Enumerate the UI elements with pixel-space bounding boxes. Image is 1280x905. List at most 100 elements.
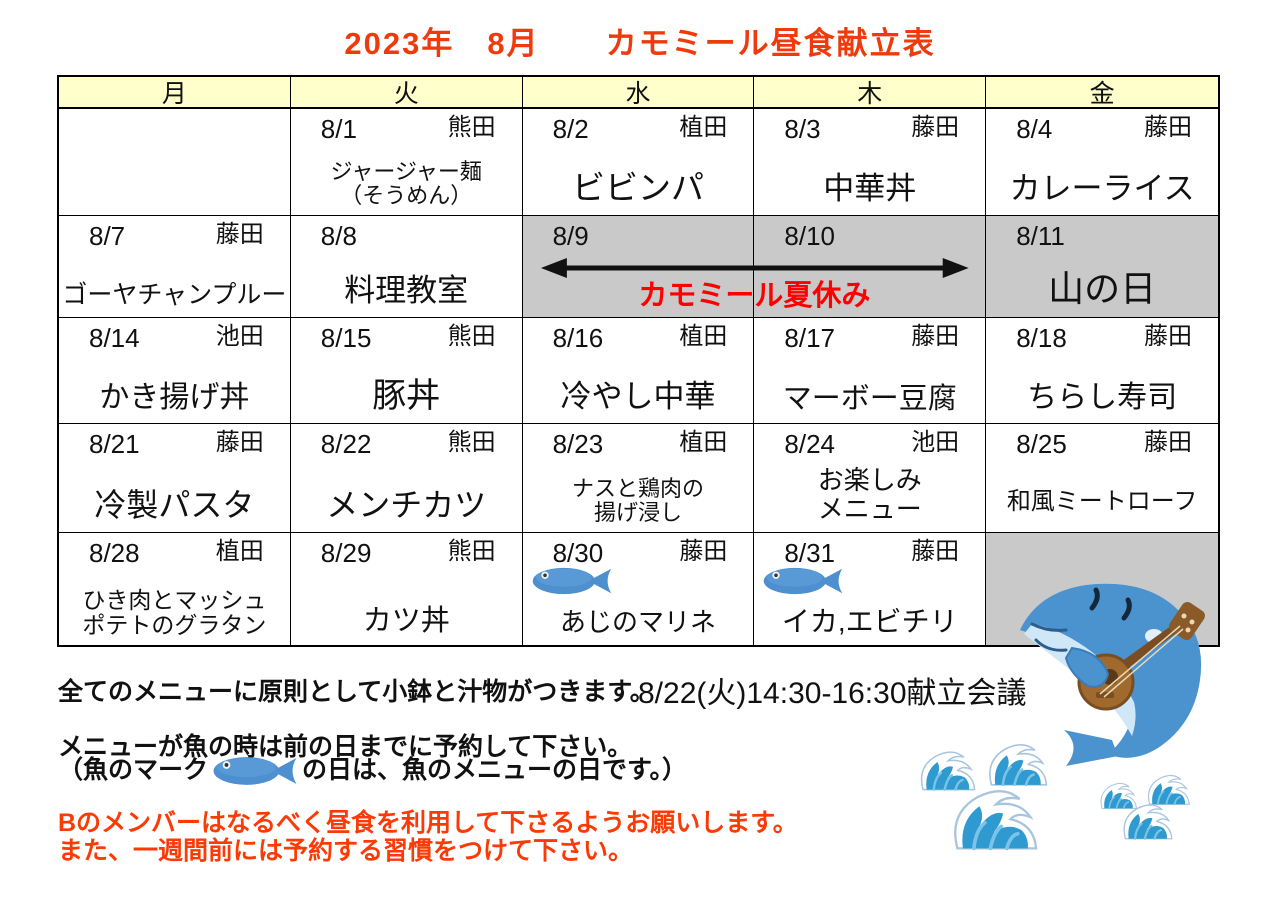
menu-item: イカ,エビチリ bbox=[781, 605, 958, 637]
menu-item: カレーライス bbox=[1009, 171, 1195, 207]
cell-8-11-holiday: 8/11 山の日 bbox=[986, 216, 1218, 318]
menu-item: メンチカツ bbox=[326, 487, 487, 524]
menu-item: ゴーヤチャンプルー bbox=[62, 281, 287, 309]
cell-date: 8/7 bbox=[89, 221, 126, 251]
weekday-header-tue: 火 bbox=[290, 77, 523, 109]
cell-date: 8/15 bbox=[320, 323, 372, 353]
cell-cook: 藤田 bbox=[1144, 429, 1192, 456]
cell-8-4: 8/4 藤田 カレーライス bbox=[986, 109, 1218, 216]
cell-cook: 熊田 bbox=[447, 323, 496, 350]
menu-item: 冷やし中華 bbox=[560, 379, 716, 415]
note-fish-rule-line2: （魚のマーク の日は、魚のメニューの日です。） bbox=[58, 750, 687, 790]
cell-cook: 藤田 bbox=[1144, 323, 1192, 350]
cell-date: 8/16 bbox=[552, 323, 604, 353]
cell-cook: 熊田 bbox=[447, 114, 496, 141]
weekday-header-wed: 水 bbox=[522, 77, 755, 109]
menu-item: 和風ミートローフ bbox=[1006, 488, 1198, 516]
note-fish-rule-line1: メニューが魚の時は前の日までに予約して下さい。 bbox=[58, 733, 633, 761]
weekday-header-mon: 月 bbox=[59, 77, 291, 109]
cell-date: 8/9 bbox=[552, 221, 589, 251]
cell-date: 8/30 bbox=[552, 538, 604, 568]
note-side-dish: 全てのメニューに原則として小鉢と汁物がつきます。 bbox=[58, 678, 655, 706]
cell-date: 8/28 bbox=[89, 538, 140, 568]
menu-item: お楽しみ bbox=[817, 464, 922, 495]
menu-meeting-note: 8/22(火)14:30-16:30献立会議 bbox=[638, 677, 1027, 710]
cell-8-15: 8/15 熊田 豚丼 bbox=[290, 318, 523, 424]
cell-cook: 池田 bbox=[911, 429, 960, 456]
wave-icon bbox=[912, 750, 982, 792]
menu-item: ジャージャー麺 bbox=[330, 158, 482, 184]
cell-cook: 藤田 bbox=[679, 538, 728, 565]
wave-icon bbox=[985, 740, 1049, 790]
weekday-header-thu: 木 bbox=[754, 77, 987, 109]
menu-item: あじのマリネ bbox=[559, 606, 716, 637]
cell-cook: 藤田 bbox=[911, 114, 960, 141]
cell-cook: 藤田 bbox=[911, 323, 960, 350]
menu-item: ひき肉とマッシュ bbox=[82, 586, 267, 613]
cell-date: 8/22 bbox=[320, 429, 372, 459]
menu-item: ちらし寿司 bbox=[1027, 381, 1178, 415]
cell-8-17: 8/17 藤田 マーボー豆腐 bbox=[754, 318, 987, 424]
cell-cook: 藤田 bbox=[215, 221, 264, 248]
cell-empty-mon-w1 bbox=[59, 109, 291, 216]
cell-date: 8/11 bbox=[1016, 221, 1065, 251]
cell-8-24: 8/24 池田 お楽しみ メニュー bbox=[754, 424, 987, 533]
menu-item: 冷製パスタ bbox=[94, 487, 255, 524]
note-fish-rule-pre: （魚のマーク bbox=[58, 756, 209, 784]
cell-8-28: 8/28 植田 ひき肉とマッシュ ポテトのグラタン bbox=[59, 533, 291, 645]
cell-date: 8/31 bbox=[784, 538, 835, 568]
menu-item: （そうめん） bbox=[340, 183, 473, 209]
menu-item: 中華丼 bbox=[823, 171, 917, 207]
dolphin-playing-ukulele-illustration bbox=[1020, 583, 1205, 766]
wave-icon bbox=[1120, 800, 1174, 844]
cell-date: 8/18 bbox=[1016, 323, 1067, 353]
cell-8-1: 8/1 熊田 ジャージャー麺 （そうめん） bbox=[290, 109, 523, 216]
cell-8-23: 8/23 植田 ナスと鶏肉の 揚げ浸し bbox=[522, 424, 755, 533]
cell-date: 8/23 bbox=[552, 429, 604, 459]
menu-item: メニュー bbox=[817, 493, 922, 524]
menu-item: かき揚げ丼 bbox=[99, 381, 250, 415]
cell-date: 8/4 bbox=[1016, 114, 1053, 144]
menu-item: 豚丼 bbox=[372, 376, 441, 415]
cell-8-29: 8/29 熊田 カツ丼 bbox=[290, 533, 523, 645]
wave-icon bbox=[946, 788, 1042, 852]
cell-date: 8/24 bbox=[784, 429, 835, 459]
note-fish-rule-post: の日は、魚のメニューの日です。） bbox=[302, 756, 688, 784]
menu-item: ナスと鶏肉の bbox=[571, 475, 704, 501]
cell-cook: 熊田 bbox=[447, 538, 496, 565]
holiday-label: 山の日 bbox=[1048, 267, 1157, 309]
cell-date: 8/25 bbox=[1016, 429, 1067, 459]
cell-8-16: 8/16 植田 冷やし中華 bbox=[522, 318, 755, 424]
cell-cook: 池田 bbox=[215, 323, 264, 350]
weekday-header-fri: 金 bbox=[986, 77, 1218, 109]
cell-cook: 植田 bbox=[215, 538, 264, 565]
cell-cook: 植田 bbox=[679, 429, 728, 456]
cell-8-14: 8/14 池田 かき揚げ丼 bbox=[59, 318, 291, 424]
note-orange-line2: また、一週間前には予約する習慣をつけて下さい。 bbox=[58, 837, 634, 865]
cell-8-3: 8/3 藤田 中華丼 bbox=[754, 109, 987, 216]
cell-8-8: 8/8 料理教室 bbox=[290, 216, 523, 318]
cell-8-25: 8/25 藤田 和風ミートローフ bbox=[986, 424, 1218, 533]
cell-cook: 植田 bbox=[679, 114, 728, 141]
cell-8-22: 8/22 熊田 メンチカツ bbox=[290, 424, 523, 533]
cell-cook: 藤田 bbox=[1144, 114, 1192, 141]
cell-date: 8/17 bbox=[784, 323, 835, 353]
fish-icon bbox=[210, 752, 300, 790]
menu-item: カツ丼 bbox=[362, 604, 450, 637]
cell-date: 8/8 bbox=[320, 221, 357, 251]
cell-date: 8/29 bbox=[320, 538, 372, 568]
cell-date: 8/1 bbox=[320, 114, 357, 144]
page-title: 2023年 8月 カモミール昼食献立表 bbox=[344, 26, 936, 61]
cell-8-21: 8/21 藤田 冷製パスタ bbox=[59, 424, 291, 533]
menu-item: ポテトのグラタン bbox=[82, 612, 267, 639]
cell-cook: 植田 bbox=[679, 323, 728, 350]
cell-cook: 藤田 bbox=[911, 538, 960, 565]
cell-cook: 藤田 bbox=[215, 429, 264, 456]
cell-8-7: 8/7 藤田 ゴーヤチャンプルー bbox=[59, 216, 291, 318]
menu-calendar-table: 月 火 水 木 金 8/1 熊田 ジャージャー麺 （そうめん） 8/2 植田 ビビンパ… bbox=[57, 75, 1220, 647]
cell-8-9-closed: 8/9 bbox=[522, 216, 755, 318]
menu-item: 料理教室 bbox=[344, 273, 469, 309]
menu-item: 揚げ浸し bbox=[593, 500, 682, 526]
cell-date: 8/10 bbox=[784, 221, 835, 251]
